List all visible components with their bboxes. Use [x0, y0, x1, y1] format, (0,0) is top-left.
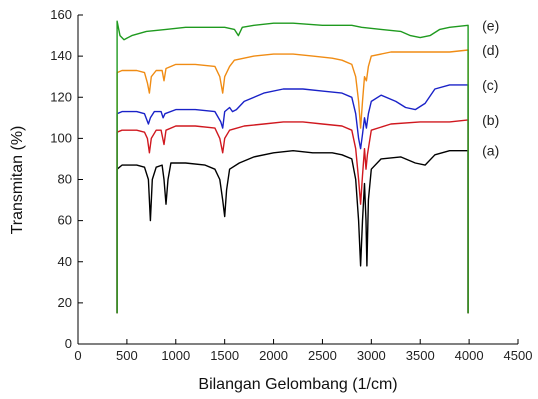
- y-tick-label-5: 100: [50, 130, 72, 145]
- series-label-b: (b): [482, 112, 499, 128]
- y-tick-label-2: 40: [58, 254, 72, 269]
- series-label-c: (c): [482, 77, 498, 93]
- y-tick-label-7: 140: [50, 48, 72, 63]
- series-label-d: (d): [482, 42, 499, 58]
- series-line-b: [117, 120, 468, 313]
- x-tick-label-8: 4000: [455, 348, 484, 363]
- series-line-a: [117, 151, 468, 314]
- series-label-e: (e): [482, 17, 499, 33]
- x-axis-title: Bilangan Gelombang (1/cm): [198, 376, 397, 393]
- y-tick-label-8: 160: [50, 7, 72, 22]
- x-tick-label-5: 2500: [308, 348, 337, 363]
- series-label-a: (a): [482, 143, 499, 159]
- x-tick-label-6: 3000: [357, 348, 386, 363]
- series-labels-group: (a) (b) (c) (d) (e): [482, 17, 499, 158]
- x-tick-label-7: 3500: [406, 348, 435, 363]
- series-line-c: [117, 85, 468, 313]
- x-tick-label-1: 500: [116, 348, 138, 363]
- x-tick-label-0: 0: [74, 348, 81, 363]
- y-tick-label-1: 20: [58, 295, 72, 310]
- x-tick-label-4: 2000: [259, 348, 288, 363]
- axes-group: [78, 15, 518, 344]
- x-tick-label-9: 4500: [504, 348, 533, 363]
- y-tick-label-4: 80: [58, 172, 72, 187]
- ticks-group: 0 500 1000 1500 2000 2500 3000 3500 4000 4500 0 20 4…: [50, 7, 532, 363]
- y-tick-label-6: 120: [50, 89, 72, 104]
- y-axis-title: Transmitan (%): [9, 126, 26, 235]
- y-tick-label-3: 60: [58, 213, 72, 228]
- plot-series-group: [117, 21, 468, 313]
- y-tick-label-0: 0: [65, 336, 72, 351]
- x-tick-label-2: 1000: [161, 348, 190, 363]
- x-tick-label-3: 1500: [210, 348, 239, 363]
